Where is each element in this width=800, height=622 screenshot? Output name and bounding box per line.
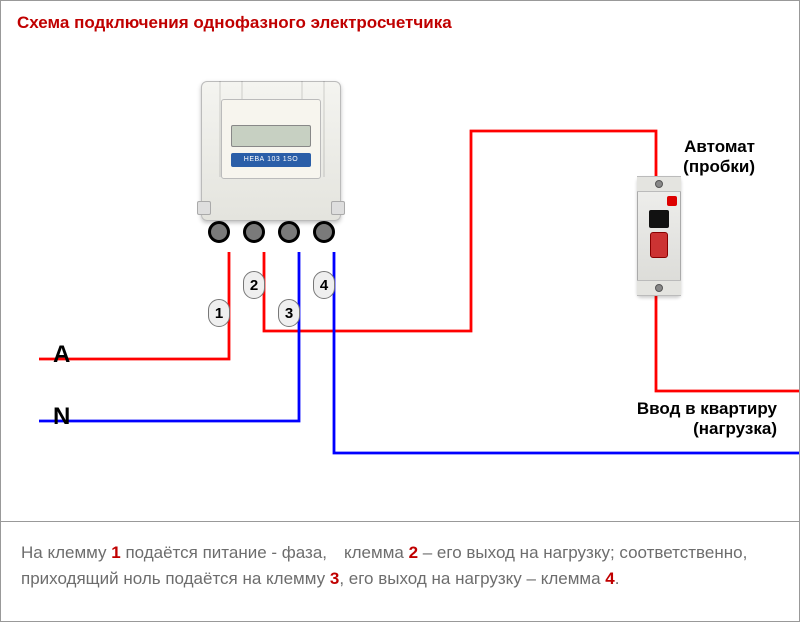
meter-brand: НЕВА 103 1SO — [231, 153, 311, 167]
wire-breaker-out — [656, 296, 799, 391]
terminal-2 — [243, 221, 265, 243]
terminal-3 — [278, 221, 300, 243]
diagram-area: Схема подключения однофазного электросче… — [1, 1, 799, 521]
neutral-letter: N — [53, 403, 70, 431]
diagram-frame: Схема подключения однофазного электросче… — [0, 0, 800, 622]
load-label: Ввод в квартиру(нагрузка) — [637, 399, 777, 440]
breaker-label: Автомат(пробки) — [683, 137, 755, 178]
caption-box: На клемму 1 подаётся питание - фаза, кле… — [1, 521, 799, 621]
terminal-label-3: 3 — [278, 299, 300, 327]
electric-meter: НЕВА 103 1SO — [201, 81, 341, 221]
phase-letter: A — [53, 341, 70, 369]
terminal-1 — [208, 221, 230, 243]
circuit-breaker — [637, 176, 681, 296]
terminal-label-2: 2 — [243, 271, 265, 299]
terminal-label-4: 4 — [313, 271, 335, 299]
terminal-label-1: 1 — [208, 299, 230, 327]
terminal-4 — [313, 221, 335, 243]
